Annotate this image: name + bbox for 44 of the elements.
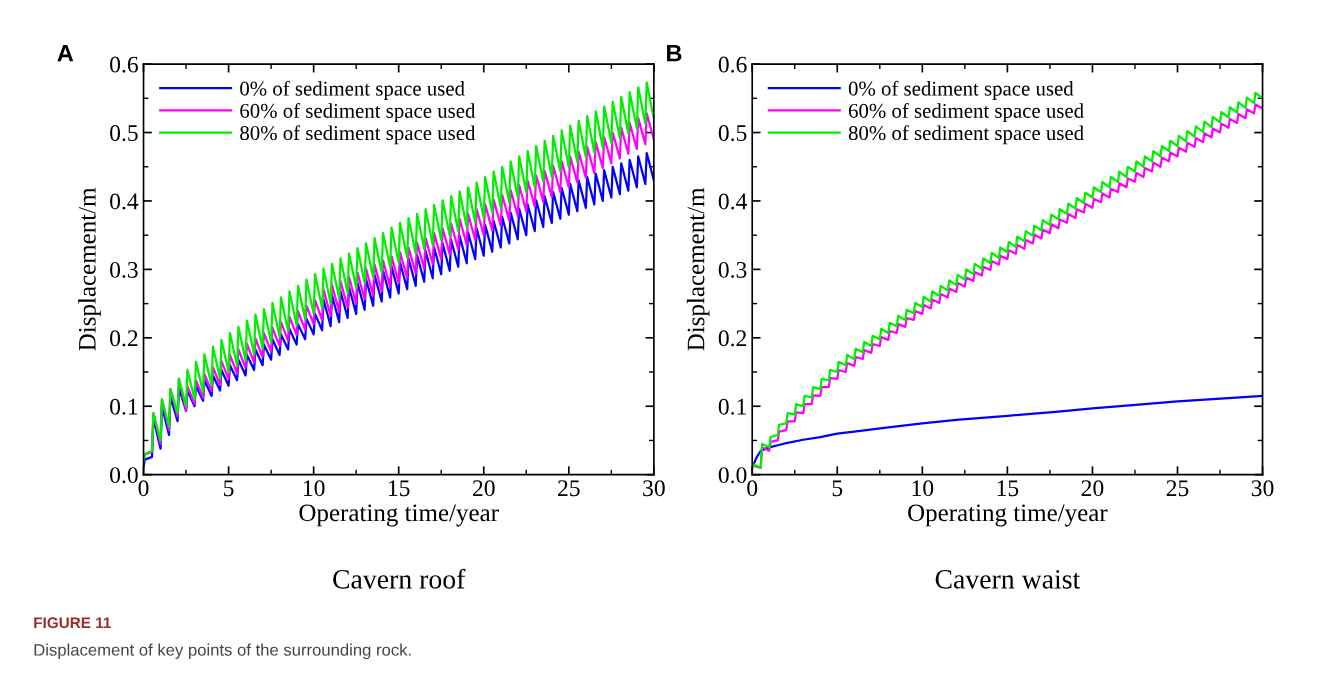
text: Cavern waist (935, 569, 1081, 589)
legend-label: 60% of sediment space used (848, 103, 1084, 123)
x-tick-label: 20 (472, 480, 495, 497)
caption: FIGURE 11 (34, 617, 111, 629)
chart-title: B (667, 45, 682, 62)
x-tick-label: 20 (1081, 480, 1104, 497)
x-axis-title: Operating time/year (908, 504, 1108, 527)
x-tick-label: 5 (832, 480, 843, 497)
x-tick-label: 0 (747, 480, 758, 497)
y-axis-title: Displacement/m (78, 187, 101, 351)
x-axis-title: Operating time/year (299, 504, 499, 527)
y-tick-label: 0.4 (110, 193, 139, 210)
y-tick-label: 0.5 (110, 125, 138, 142)
y-tick-label: 0.6 (718, 56, 747, 73)
legend-label: 80% of sediment space used (240, 125, 476, 145)
y-tick-label: 0.1 (718, 398, 746, 415)
y-tick-label: 0.2 (718, 330, 747, 347)
x-tick-label: 10 (303, 480, 325, 497)
text: Cavern roof (333, 568, 466, 589)
x-tick-label: 5 (224, 480, 234, 497)
x-tick-label: 10 (912, 480, 934, 497)
chart-title: A (57, 45, 74, 62)
x-tick-label: 25 (1166, 480, 1189, 497)
legend-label: 0% of sediment space used (240, 80, 465, 100)
x-tick-label: 30 (1251, 480, 1274, 497)
y-tick-label: 0.2 (110, 330, 138, 347)
legend-label: 80% of sediment space used (848, 125, 1084, 145)
y-tick-label: 0.1 (110, 398, 138, 415)
text: Displacement of key points of the surrounding rock. (34, 643, 411, 660)
y-tick-label: 0.3 (718, 261, 747, 278)
y-tick-label: 0.3 (110, 261, 138, 278)
x-tick-label: 0 (138, 480, 149, 497)
x-tick-label: 15 (997, 480, 1019, 497)
x-tick-label: 30 (643, 480, 665, 497)
y-tick-label: 0.4 (718, 193, 747, 210)
y-tick-label: 0.0 (110, 467, 138, 484)
y-tick-label: 0.5 (718, 125, 747, 142)
x-tick-label: 15 (388, 480, 410, 497)
x-tick-label: 25 (558, 480, 580, 497)
y-tick-label: 0.6 (110, 56, 138, 73)
y-tick-label: 0.0 (718, 467, 747, 484)
legend-label: 60% of sediment space used (240, 103, 476, 123)
legend-label: 0% of sediment space used (848, 80, 1074, 100)
y-axis-title: Displacement/m (686, 187, 710, 351)
